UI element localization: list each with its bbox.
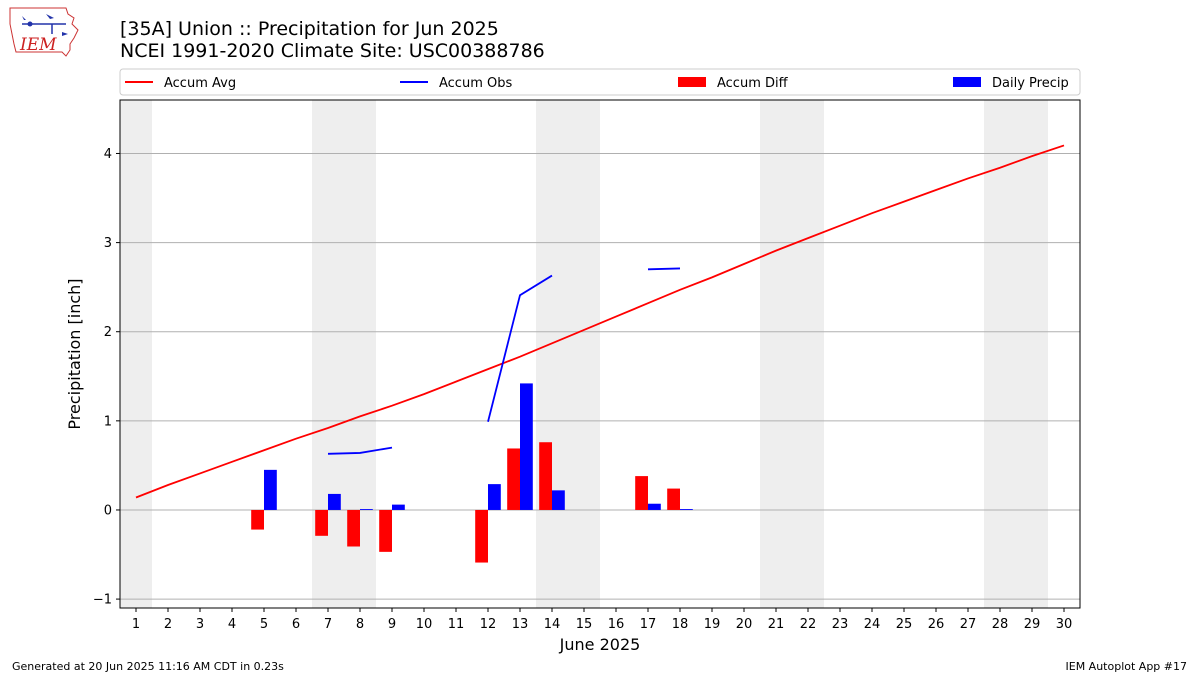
x-tick-label: 2 (164, 617, 172, 632)
weekend-band (760, 100, 824, 608)
x-tick-label: 26 (928, 617, 945, 632)
lines (135, 144, 1065, 499)
x-tick-label: 7 (324, 617, 332, 632)
axes-frame (119, 99, 1081, 609)
accum-diff-bar (379, 509, 392, 552)
daily-precip-bar (264, 469, 277, 510)
legend-frame (119, 68, 1081, 96)
x-tick-label: 22 (800, 617, 817, 632)
y-tick-label: 2 (104, 325, 112, 340)
x-tick-label: 9 (388, 617, 396, 632)
x-tick-label: 27 (960, 617, 977, 632)
x-tick-label: 4 (228, 617, 236, 632)
legend-swatch (953, 77, 981, 87)
x-tick-label: 16 (608, 617, 625, 632)
x-tick-label: 19 (704, 617, 721, 632)
x-tick-label: 24 (864, 617, 881, 632)
x-tick-label: 11 (448, 617, 465, 632)
daily-precip-bar (648, 503, 661, 510)
accum-diff-bar (507, 448, 520, 510)
x-tick-label: 30 (1056, 617, 1073, 632)
x-tick-label: 13 (512, 617, 529, 632)
legend: Accum Avg Accum Obs Accum Diff Daily Precip (119, 68, 1081, 96)
logo-text: IEM (19, 35, 57, 55)
accum-diff-bar (347, 509, 360, 547)
legend-swatch (678, 77, 706, 87)
accum-diff-bar (667, 488, 680, 510)
x-axis-ticks: 1 2 3 4 5 6 7 8 9 10 11 12 13 14 15 16 17 18 19 20 21 22 23 24 2… (132, 608, 1072, 632)
accum-obs-line (647, 267, 681, 271)
y-axis-ticks: −1 0 1 2 3 4 (93, 147, 120, 608)
x-tick-label: 20 (736, 617, 753, 632)
chart-subtitle: NCEI 1991-2020 Climate Site: USC00388786 (120, 40, 545, 62)
x-tick-label: 10 (416, 617, 433, 632)
y-tick-label: 3 (104, 236, 112, 251)
y-axis-label: Precipitation [inch] (65, 278, 84, 429)
x-tick-label: 15 (576, 617, 593, 632)
x-tick-label: 17 (640, 617, 657, 632)
x-tick-label: 14 (544, 617, 561, 632)
y-tick-label: 4 (104, 147, 112, 162)
accum-obs-line (327, 446, 393, 455)
iem-logo: IEM (8, 6, 80, 62)
weekend-band (536, 100, 600, 608)
accum-diff-bar (251, 509, 264, 530)
x-tick-label: 28 (992, 617, 1009, 632)
daily-precip-bar (392, 504, 405, 510)
daily-precip-bar (328, 493, 341, 510)
daily-precip-bar (360, 509, 373, 510)
legend-label: Daily Precip (992, 76, 1069, 91)
x-tick-label: 1 (132, 617, 140, 632)
x-tick-label: 6 (292, 617, 300, 632)
x-tick-label: 12 (480, 617, 497, 632)
x-axis-label: June 2025 (559, 635, 641, 654)
weekend-band (984, 100, 1048, 608)
accum-diff-bar (475, 509, 488, 563)
weekend-band (120, 100, 152, 608)
x-tick-label: 21 (768, 617, 785, 632)
y-tick-label: 0 (104, 503, 112, 518)
bars (251, 383, 693, 563)
grid-lines (120, 152, 1080, 600)
legend-label: Accum Diff (717, 76, 789, 91)
generated-timestamp: Generated at 20 Jun 2025 11:16 AM CDT in… (12, 660, 284, 673)
x-tick-label: 3 (196, 617, 204, 632)
x-tick-label: 25 (896, 617, 913, 632)
accum-avg-line (135, 144, 1065, 499)
x-tick-label: 8 (356, 617, 364, 632)
x-tick-label: 18 (672, 617, 689, 632)
chart-title: [35A] Union :: Precipitation for Jun 202… (120, 18, 499, 40)
accum-diff-bar (539, 442, 552, 510)
accum-obs-line (487, 274, 553, 422)
legend-label: Accum Avg (164, 76, 236, 91)
app-credit: IEM Autoplot App #17 (1065, 660, 1188, 673)
accum-diff-bar (635, 476, 648, 510)
accum-diff-bar (315, 509, 328, 536)
y-tick-label: −1 (93, 593, 112, 608)
legend-label: Accum Obs (439, 76, 512, 91)
daily-precip-bar (552, 490, 565, 510)
daily-precip-bar (520, 383, 533, 510)
y-tick-label: 1 (104, 414, 112, 429)
x-tick-label: 23 (832, 617, 849, 632)
x-tick-label: 5 (260, 617, 268, 632)
daily-precip-bar (680, 509, 693, 510)
weekend-bands (120, 100, 1048, 608)
x-tick-label: 29 (1024, 617, 1041, 632)
daily-precip-bar (488, 484, 501, 510)
